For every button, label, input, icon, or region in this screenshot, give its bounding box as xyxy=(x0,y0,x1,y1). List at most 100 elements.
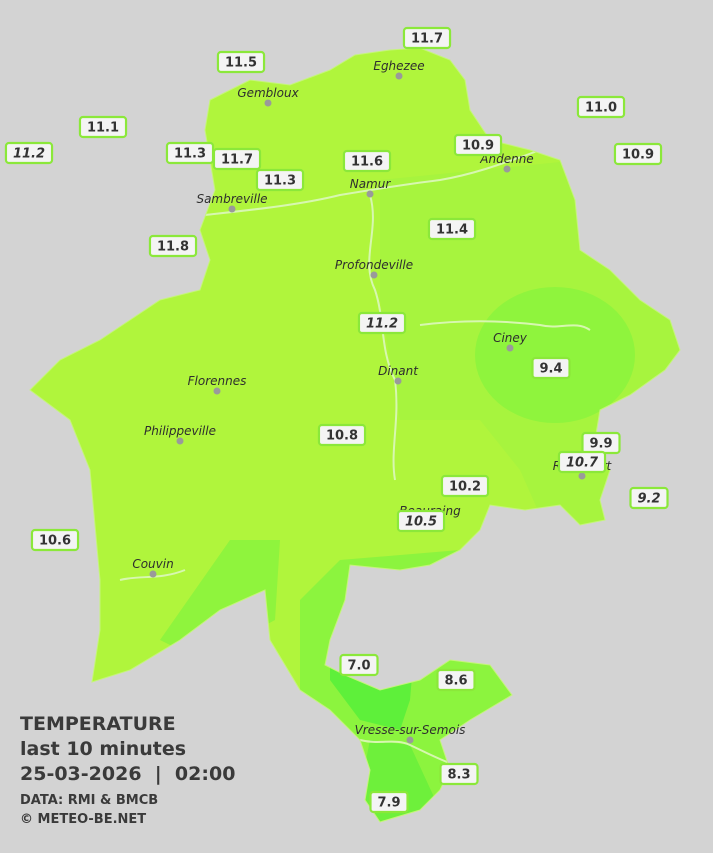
station-value: 11.7 xyxy=(411,32,443,47)
station: 11.7 xyxy=(402,26,452,50)
river-meuse xyxy=(368,194,398,481)
legend-title: TEMPERATURE xyxy=(20,713,176,735)
station-box xyxy=(212,147,262,171)
city-label: Ciney xyxy=(493,331,528,345)
station: 8.3 xyxy=(439,762,479,786)
station: 11.2 xyxy=(357,311,407,335)
station-value: 10.6 xyxy=(39,534,71,549)
station-value: 11.3 xyxy=(174,147,206,162)
station: 11.1 xyxy=(78,115,128,139)
station-value: 11.3 xyxy=(264,174,296,189)
legend-credit: © METEO-BE.NET xyxy=(20,812,146,827)
station: 11.4 xyxy=(427,217,477,241)
station-box xyxy=(30,528,80,552)
station: 11.3 xyxy=(255,168,305,192)
station-value: 10.9 xyxy=(462,139,494,154)
station-value: 10.5 xyxy=(405,515,437,530)
station: 11.5 xyxy=(216,50,266,74)
station-box xyxy=(78,115,128,139)
city-label: Profondeville xyxy=(335,258,413,272)
station-value: 11.2 xyxy=(13,147,45,162)
station: 10.5 xyxy=(396,509,446,533)
city-dot xyxy=(503,165,511,173)
station-value: 8.3 xyxy=(447,768,470,783)
station: 10.9 xyxy=(613,142,663,166)
station-value: 11.1 xyxy=(87,121,119,136)
city-dot xyxy=(213,387,221,395)
city-dot xyxy=(264,99,272,107)
station: 10.6 xyxy=(30,528,80,552)
station-value: 9.9 xyxy=(589,437,612,452)
city-label: Florennes xyxy=(188,374,247,388)
station-value: 11.5 xyxy=(225,56,257,71)
station: 11.6 xyxy=(342,149,392,173)
city-dot xyxy=(176,437,184,445)
legend-source: DATA: RMI & BMCB xyxy=(20,793,158,808)
station-box xyxy=(357,311,407,335)
station: 10.9 xyxy=(453,133,503,157)
station-box xyxy=(369,790,409,814)
station-box xyxy=(402,26,452,50)
station-value: 11.7 xyxy=(221,153,253,168)
city-label: Sambreville xyxy=(196,192,267,206)
station: 11.7 xyxy=(212,147,262,171)
station-box xyxy=(613,142,663,166)
city-label: Vresse-sur-Semois xyxy=(355,723,466,737)
station-value: 10.7 xyxy=(566,456,599,471)
city-dot xyxy=(370,271,378,279)
river-couvin xyxy=(119,569,186,581)
station-value: 9.2 xyxy=(637,492,660,507)
station: 11.0 xyxy=(576,95,626,119)
station-value: 11.6 xyxy=(351,155,383,170)
station-value: 8.6 xyxy=(444,674,467,689)
zone-ciney xyxy=(475,287,635,423)
station-value: 11.0 xyxy=(585,101,617,116)
station: 11.2 xyxy=(4,141,54,165)
city-label: Gembloux xyxy=(237,86,299,100)
river-semois xyxy=(359,739,456,766)
station-value: 11.2 xyxy=(366,317,398,332)
river-bocq xyxy=(419,320,591,331)
station-box xyxy=(439,762,479,786)
city-dot xyxy=(149,570,157,578)
station-value: 11.8 xyxy=(157,240,189,255)
station: 9.9 xyxy=(581,431,621,455)
station: 10.7 xyxy=(557,450,607,474)
station-box xyxy=(148,234,198,258)
city-dot xyxy=(506,344,514,352)
station: 9.4 xyxy=(531,356,571,380)
station-value: 10.8 xyxy=(326,429,358,444)
station-box xyxy=(255,168,305,192)
station-value: 9.4 xyxy=(539,362,562,377)
station-value: 11.4 xyxy=(436,223,468,238)
station-box xyxy=(4,141,54,165)
city-dot xyxy=(406,736,414,744)
station-value: 7.9 xyxy=(377,796,400,811)
city-dot xyxy=(394,377,402,385)
legend-datetime: 25-03-2026 | 02:00 xyxy=(20,763,235,785)
station-box xyxy=(436,668,476,692)
station-box xyxy=(557,450,607,474)
station-box xyxy=(531,356,571,380)
river-sambre-meuse xyxy=(204,149,541,216)
station: 7.9 xyxy=(369,790,409,814)
legend: TEMPERATURE last 10 minutes 25-03-2026 |… xyxy=(20,713,235,827)
station-box xyxy=(427,217,477,241)
station-value: 10.2 xyxy=(449,480,481,495)
station-value: 7.0 xyxy=(347,659,370,674)
station-value: 10.9 xyxy=(622,148,654,163)
city-label: Namur xyxy=(350,177,392,191)
legend-subtitle: last 10 minutes xyxy=(20,738,186,760)
station: 9.2 xyxy=(629,486,669,510)
city-label: Couvin xyxy=(132,557,173,571)
station: 11.8 xyxy=(148,234,198,258)
stations: 11.7 11.5 11.1 11.0 11.2 11.3 11.7 11.3 11.6 10.9… xyxy=(4,26,669,814)
station: 11.3 xyxy=(165,141,215,165)
station-box xyxy=(576,95,626,119)
station-box xyxy=(396,509,446,533)
city-label: Eghezee xyxy=(373,59,424,73)
city-dot xyxy=(578,472,586,480)
station-box xyxy=(342,149,392,173)
station: 10.2 xyxy=(440,474,490,498)
